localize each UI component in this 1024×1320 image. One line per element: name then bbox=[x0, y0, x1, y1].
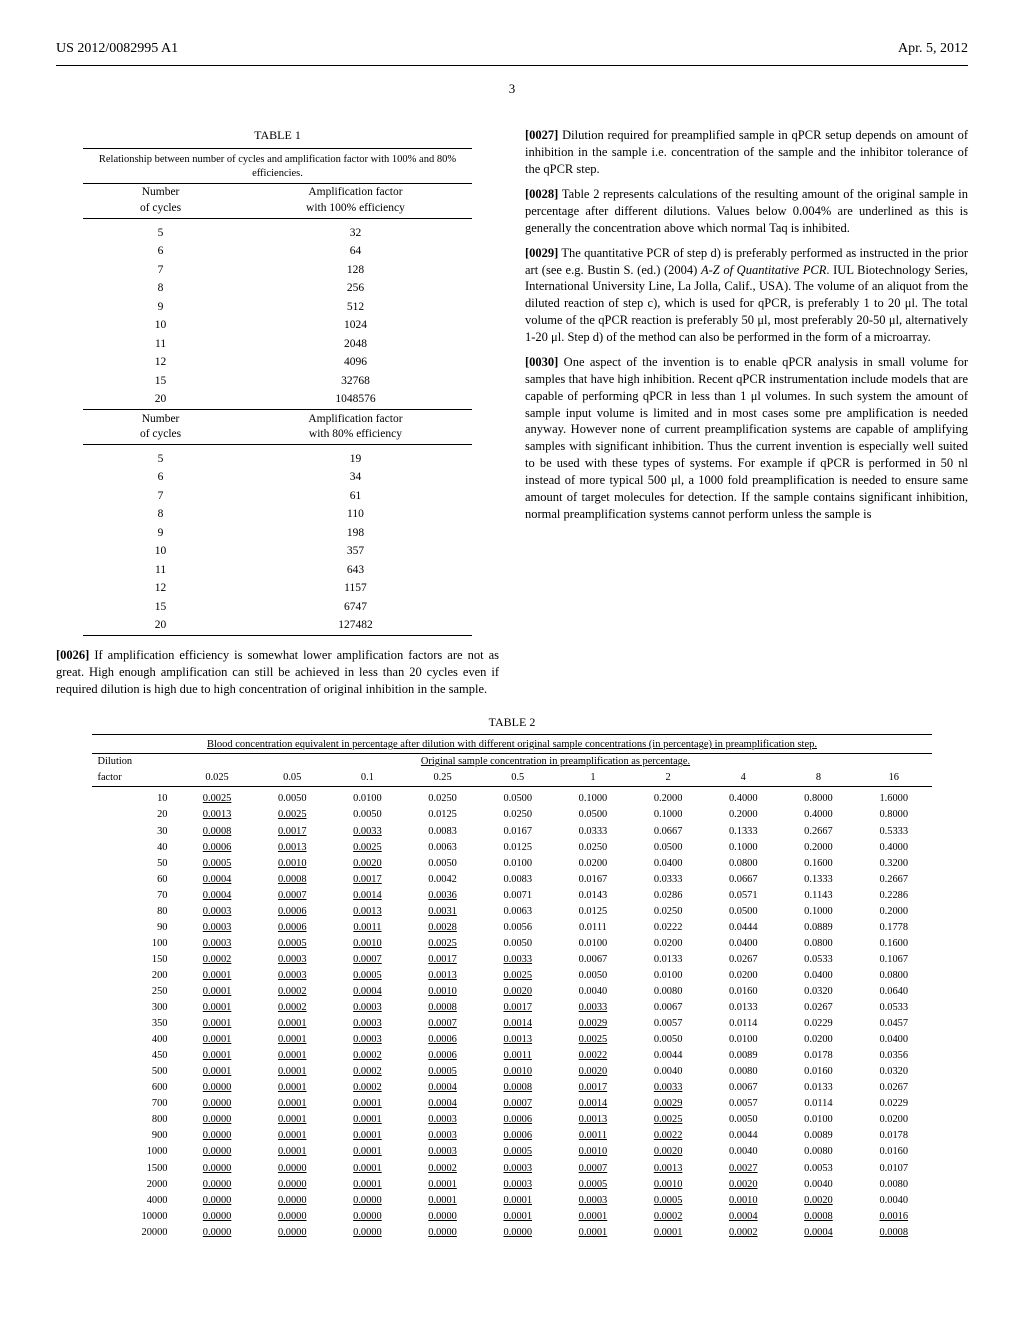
para-number: [0028] bbox=[525, 187, 558, 201]
two-column-layout: TABLE 1 Relationship between number of c… bbox=[56, 119, 968, 706]
para-number: [0026] bbox=[56, 648, 89, 662]
patent-pub-date: Apr. 5, 2012 bbox=[898, 40, 968, 59]
para-text: Dilution required for preamplified sampl… bbox=[525, 128, 968, 176]
para-text: If amplification efficiency is somewhat … bbox=[56, 648, 499, 696]
para-number: [0029] bbox=[525, 246, 558, 260]
right-column: [0027] Dilution required for preamplifie… bbox=[525, 119, 968, 706]
page-number: 3 bbox=[56, 80, 968, 98]
para-text: Table 2 represents calculations of the r… bbox=[525, 187, 968, 235]
page-header: US 2012/0082995 A1 Apr. 5, 2012 bbox=[56, 40, 968, 59]
para-cite-italic: A-Z of Quantitative PCR bbox=[701, 263, 826, 277]
table2: Blood concentration equivalent in percen… bbox=[92, 734, 931, 1241]
table2-label: TABLE 2 bbox=[56, 714, 968, 730]
para-0028: [0028] Table 2 represents calculations o… bbox=[525, 186, 968, 237]
para-text: One aspect of the invention is to enable… bbox=[525, 355, 968, 521]
left-column: TABLE 1 Relationship between number of c… bbox=[56, 119, 499, 706]
para-number: [0027] bbox=[525, 128, 558, 142]
para-0030: [0030] One aspect of the invention is to… bbox=[525, 354, 968, 523]
para-number: [0030] bbox=[525, 355, 558, 369]
table2-wrapper: TABLE 2 Blood concentration equivalent i… bbox=[56, 714, 968, 1241]
header-rule bbox=[56, 65, 968, 66]
table1-label: TABLE 1 bbox=[56, 127, 499, 143]
para-0029: [0029] The quantitative PCR of step d) i… bbox=[525, 245, 968, 346]
para-0027: [0027] Dilution required for preamplifie… bbox=[525, 127, 968, 178]
table1: Relationship between number of cycles an… bbox=[83, 148, 473, 640]
patent-pub-number: US 2012/0082995 A1 bbox=[56, 40, 178, 59]
para-0026: [0026] If amplification efficiency is so… bbox=[56, 647, 499, 698]
